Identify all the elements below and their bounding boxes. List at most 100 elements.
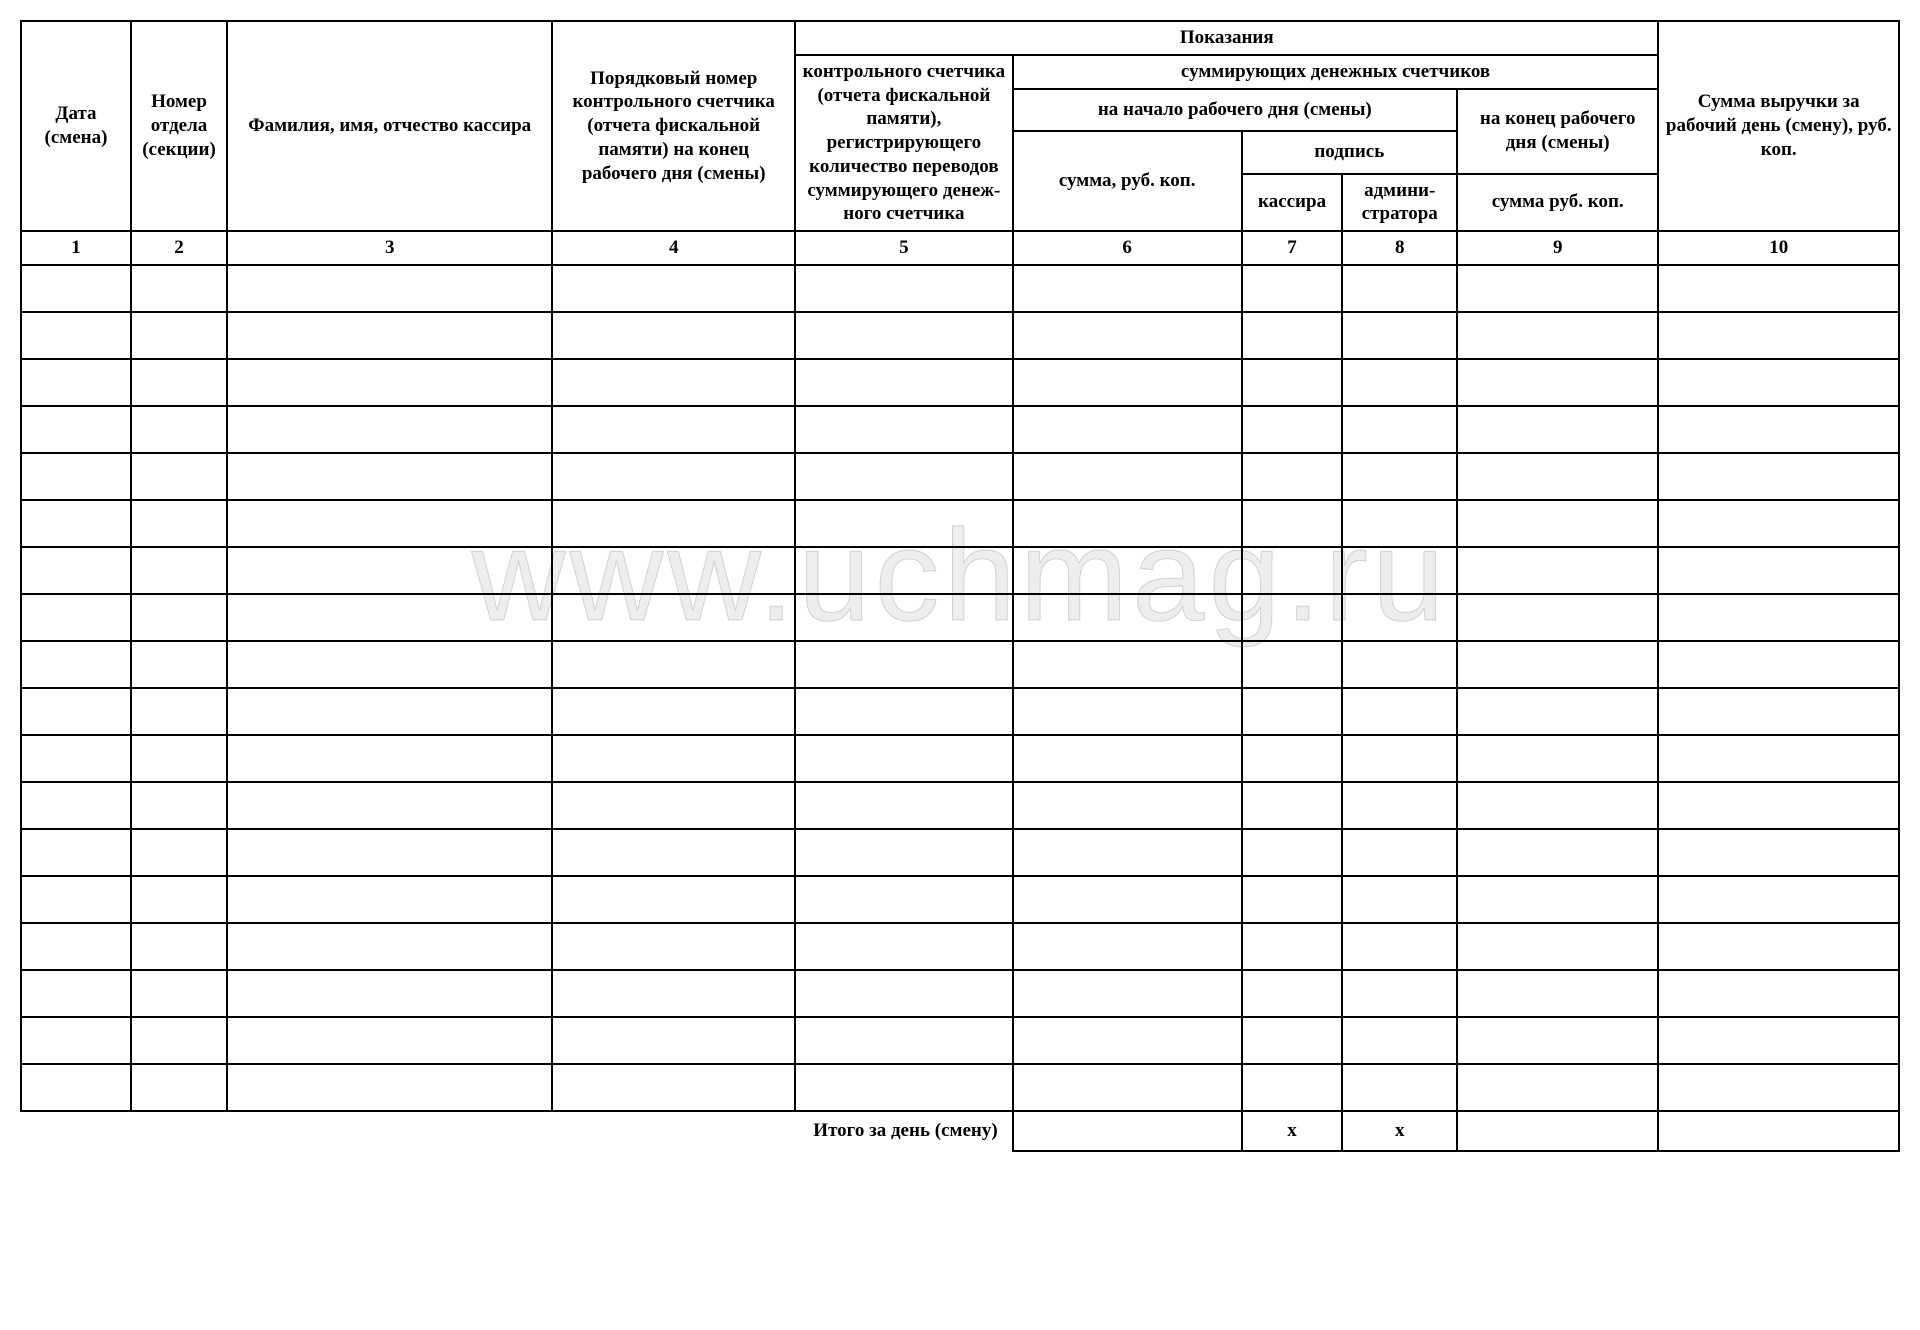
col-num: 10 — [1658, 231, 1899, 265]
table-cell — [1013, 265, 1242, 312]
table-cell — [227, 453, 552, 500]
table-cell — [1013, 782, 1242, 829]
table-cell — [1013, 359, 1242, 406]
table-cell — [1457, 453, 1659, 500]
header-sig-admin: админи­стратора — [1342, 174, 1457, 232]
table-row — [21, 453, 1899, 500]
table-cell — [552, 735, 795, 782]
table-cell — [1342, 782, 1457, 829]
table-cell — [1242, 970, 1343, 1017]
table-cell — [1342, 265, 1457, 312]
header-revenue: Сумма выручки за рабочий день (смену), р… — [1658, 21, 1899, 231]
table-cell — [1457, 500, 1659, 547]
header-date: Дата (смена) — [21, 21, 131, 231]
table-cell — [227, 688, 552, 735]
table-cell — [795, 735, 1013, 782]
table-cell — [795, 876, 1013, 923]
table-row — [21, 312, 1899, 359]
col-num: 9 — [1457, 231, 1659, 265]
table-cell — [1658, 312, 1899, 359]
table-cell — [795, 312, 1013, 359]
table-cell — [1242, 453, 1343, 500]
header-sum-end: сумма руб. коп. — [1457, 174, 1659, 232]
table-cell — [1658, 594, 1899, 641]
table-cell — [1013, 1017, 1242, 1064]
table-cell — [1342, 688, 1457, 735]
totals-row: Итого за день (смену) х х — [21, 1111, 1899, 1151]
table-cell — [1242, 735, 1343, 782]
table-cell — [227, 500, 552, 547]
table-cell — [795, 265, 1013, 312]
table-cell — [1457, 1064, 1659, 1111]
col-num: 6 — [1013, 231, 1242, 265]
header-summing-counters: суммирующих денежных счетчиков — [1013, 55, 1659, 89]
table-cell — [1658, 406, 1899, 453]
table-cell — [552, 688, 795, 735]
table-cell — [1457, 641, 1659, 688]
table-cell — [1342, 970, 1457, 1017]
totals-col10 — [1658, 1111, 1899, 1151]
table-body — [21, 265, 1899, 1111]
table-cell — [1342, 594, 1457, 641]
table-cell — [1457, 1017, 1659, 1064]
totals-label: Итого за день (смену) — [21, 1111, 1013, 1151]
table-cell — [227, 923, 552, 970]
table-cell — [21, 547, 131, 594]
table-cell — [552, 829, 795, 876]
table-cell — [21, 923, 131, 970]
table-cell — [795, 500, 1013, 547]
table-cell — [1013, 406, 1242, 453]
table-cell — [131, 406, 227, 453]
table-cell — [227, 782, 552, 829]
table-cell — [21, 876, 131, 923]
table-row — [21, 1064, 1899, 1111]
table-cell — [1242, 641, 1343, 688]
table-cell — [21, 359, 131, 406]
table-cell — [1013, 547, 1242, 594]
table-cell — [1658, 876, 1899, 923]
table-cell — [131, 594, 227, 641]
table-cell — [21, 688, 131, 735]
table-cell — [1658, 735, 1899, 782]
column-number-row: 1 2 3 4 5 6 7 8 9 10 — [21, 231, 1899, 265]
table-cell — [552, 641, 795, 688]
table-cell — [131, 735, 227, 782]
table-cell — [1242, 406, 1343, 453]
table-cell — [1658, 641, 1899, 688]
table-row — [21, 876, 1899, 923]
table-cell — [21, 829, 131, 876]
table-cell — [131, 923, 227, 970]
table-cell — [131, 876, 227, 923]
table-cell — [227, 406, 552, 453]
table-cell — [131, 265, 227, 312]
table-cell — [21, 970, 131, 1017]
table-cell — [1013, 923, 1242, 970]
table-row — [21, 829, 1899, 876]
table-cell — [1658, 359, 1899, 406]
table-row — [21, 594, 1899, 641]
table-cell — [21, 312, 131, 359]
table-cell — [1013, 876, 1242, 923]
table-cell — [1457, 782, 1659, 829]
table-cell — [227, 1017, 552, 1064]
header-sum-start: сумма, руб. коп. — [1013, 131, 1242, 231]
table-cell — [227, 641, 552, 688]
table-cell — [1658, 782, 1899, 829]
table-cell — [552, 876, 795, 923]
table-cell — [227, 359, 552, 406]
table-cell — [1457, 594, 1659, 641]
totals-col6 — [1013, 1111, 1242, 1151]
table-cell — [1658, 1064, 1899, 1111]
table-cell — [21, 1064, 131, 1111]
table-cell — [131, 641, 227, 688]
table-cell — [21, 265, 131, 312]
table-cell — [227, 876, 552, 923]
table-cell — [1342, 1017, 1457, 1064]
table-cell — [21, 406, 131, 453]
table-cell — [1342, 923, 1457, 970]
table-cell — [1242, 594, 1343, 641]
table-cell — [795, 359, 1013, 406]
table-cell — [795, 453, 1013, 500]
table-row — [21, 735, 1899, 782]
table-row — [21, 641, 1899, 688]
